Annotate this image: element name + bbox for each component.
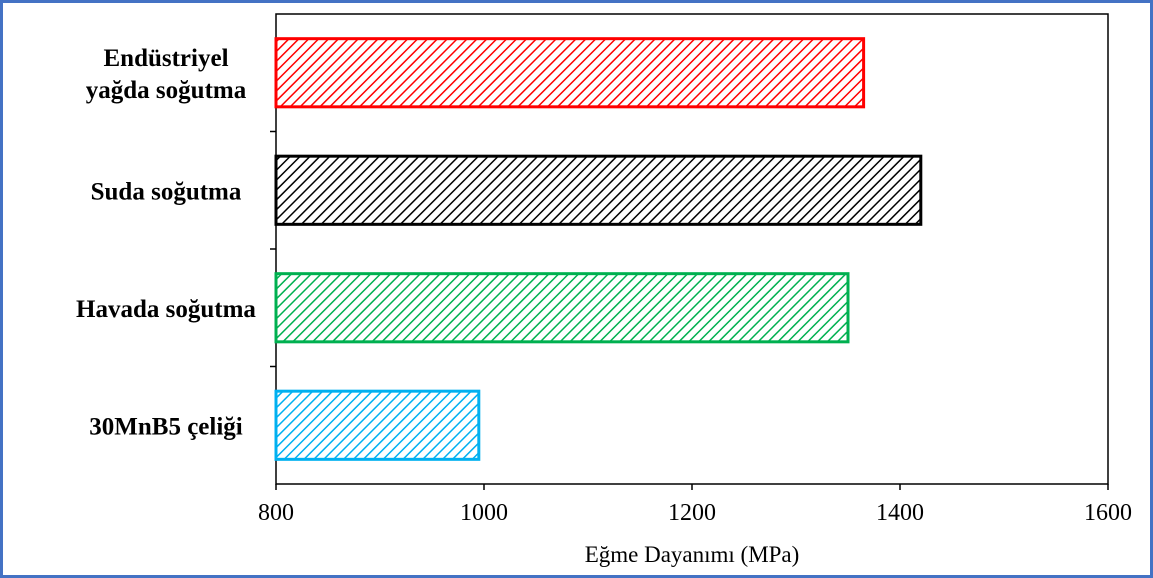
- category-label: yağda soğutma: [86, 77, 247, 104]
- bar-2: [274, 154, 923, 226]
- x-tick-label: 1200: [668, 500, 716, 526]
- bar-3: [274, 272, 850, 344]
- bar-1: [274, 37, 866, 109]
- x-tick-label: 1600: [1084, 500, 1132, 526]
- x-tick-label: 1400: [876, 500, 924, 526]
- x-tick-label: 1000: [460, 500, 508, 526]
- x-tick-label: 800: [258, 500, 294, 526]
- category-label: Endüstriyel: [103, 45, 228, 72]
- bar-4: [274, 389, 481, 461]
- category-label: Havada soğutma: [76, 296, 256, 323]
- category-label: Suda soğutma: [91, 178, 242, 205]
- category-label: 30MnB5 çeliği: [89, 413, 243, 440]
- x-axis-title: Eğme Dayanımı (MPa): [585, 542, 800, 567]
